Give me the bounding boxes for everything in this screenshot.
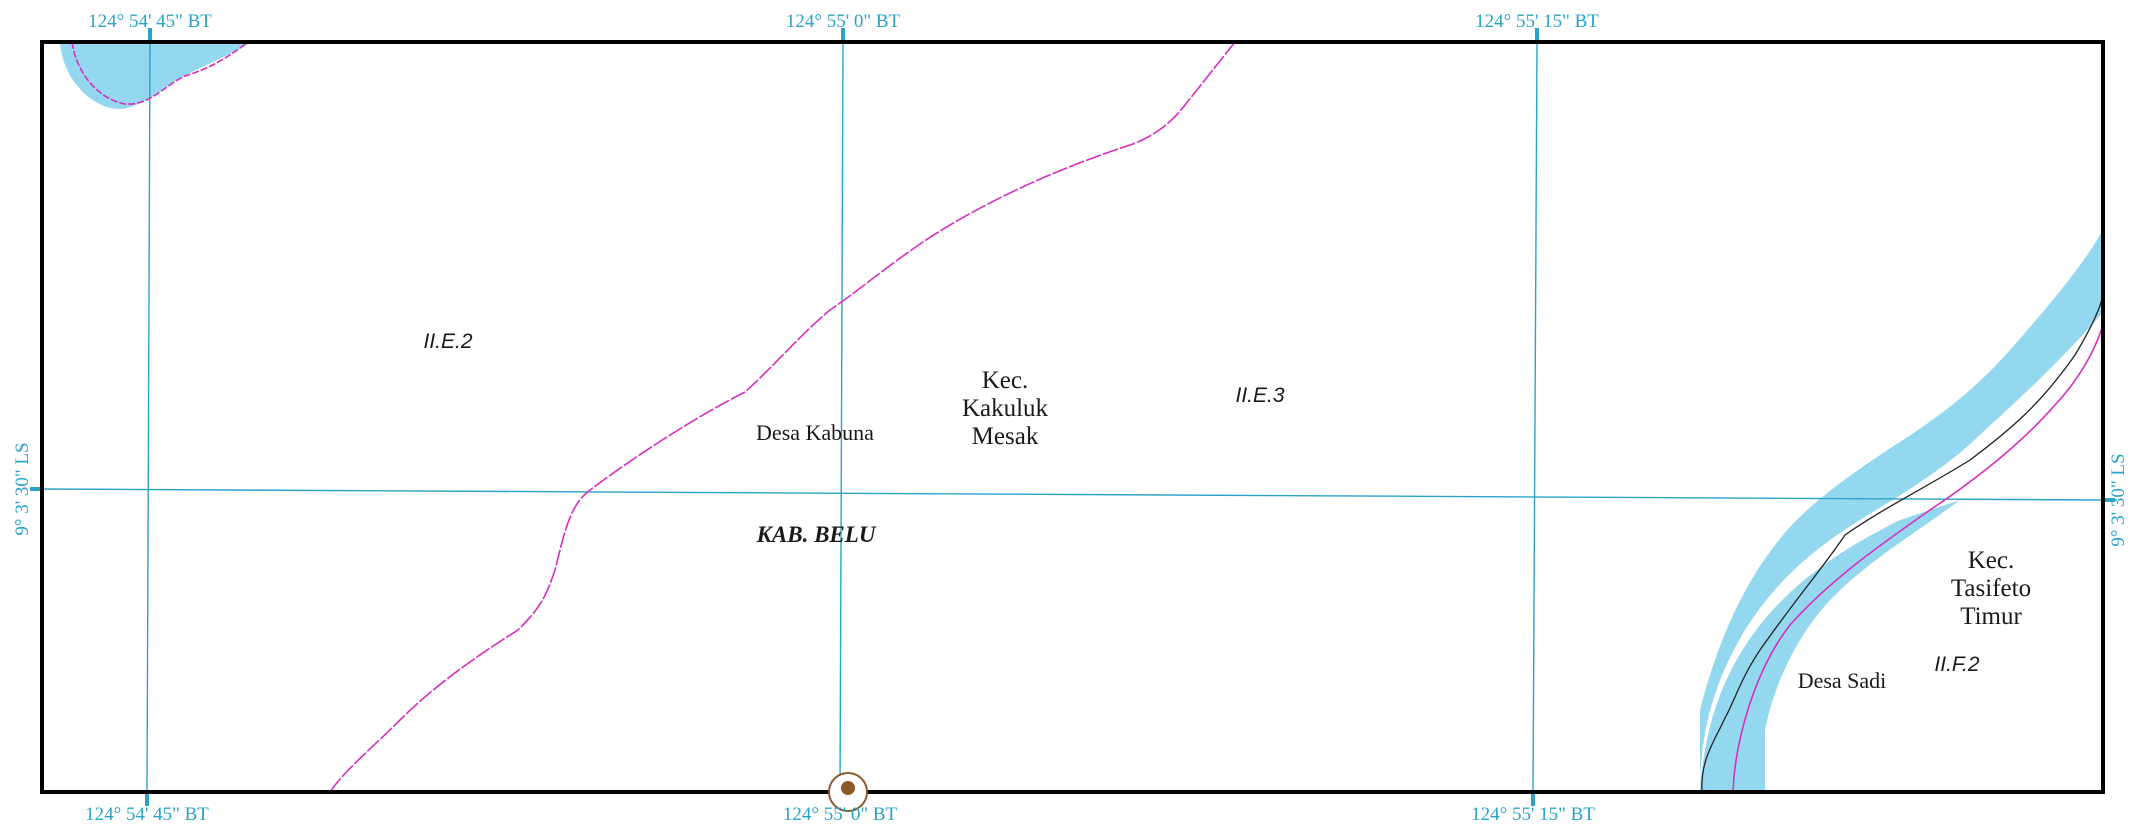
grid-meridian-2 bbox=[839, 41, 844, 793]
village-label-2: Desa Sadi bbox=[1798, 668, 1887, 693]
grid-parallel-1 bbox=[41, 488, 2104, 501]
district-1-line-1: Kec. bbox=[982, 367, 1029, 394]
village-labels: Desa Kabuna Desa Sadi bbox=[756, 420, 1886, 693]
boundary-layer bbox=[71, 41, 2104, 793]
village-label-1: Desa Kabuna bbox=[756, 420, 874, 445]
district-labels: Kec. Kakuluk Mesak Kec. Tasifeto Timur bbox=[962, 367, 2031, 630]
right-lat-label: 9° 3' 30" LS bbox=[2108, 453, 2129, 546]
bottom-lon-label-1: 124° 54' 45" BT bbox=[85, 804, 209, 824]
grid-meridian-3 bbox=[1532, 41, 1538, 793]
river-east-lower bbox=[1700, 500, 1960, 792]
sheet-code-2: II.E.3 bbox=[1235, 384, 1284, 407]
top-lon-label-1: 124° 54' 45" BT bbox=[88, 11, 212, 32]
bottom-lon-label-3: 124° 55' 15" BT bbox=[1471, 804, 1595, 824]
regency-label: KAB. BELU bbox=[756, 522, 877, 547]
district-1-line-2: Kakuluk bbox=[962, 395, 1049, 422]
top-lon-label-3: 124° 55' 15" BT bbox=[1475, 11, 1599, 32]
boundary-east bbox=[1732, 324, 2104, 793]
graticule bbox=[41, 41, 2104, 793]
sheet-code-3: II.F.2 bbox=[1934, 653, 1979, 676]
road-east bbox=[1701, 294, 2104, 793]
left-lat-label: 9° 3' 30" LS bbox=[12, 442, 33, 535]
sheet-code-1: II.E.2 bbox=[423, 330, 472, 353]
river-east bbox=[1700, 230, 2103, 792]
river-northwest bbox=[60, 42, 252, 109]
grid-meridian-1 bbox=[146, 41, 151, 793]
district-1-line-3: Mesak bbox=[972, 423, 1039, 450]
landmark-symbol bbox=[828, 772, 868, 812]
district-2-line-3: Timur bbox=[1960, 603, 2022, 630]
boundary-central bbox=[329, 41, 1236, 793]
map-frame bbox=[40, 40, 2105, 794]
boundary-northwest bbox=[71, 41, 249, 105]
coordinate-labels: 124° 54' 45" BT 124° 55' 0" BT 124° 55' … bbox=[12, 11, 2129, 824]
district-2-line-1: Kec. bbox=[1968, 547, 2015, 574]
sheet-codes: II.E.2 II.E.3 II.F.2 bbox=[423, 330, 1979, 676]
water-layer bbox=[60, 42, 2103, 792]
district-2-line-2: Tasifeto bbox=[1951, 575, 2031, 602]
bottom-lon-label-2: 124° 55' 0" BT bbox=[783, 804, 898, 824]
top-lon-label-2: 124° 55' 0" BT bbox=[786, 11, 901, 32]
